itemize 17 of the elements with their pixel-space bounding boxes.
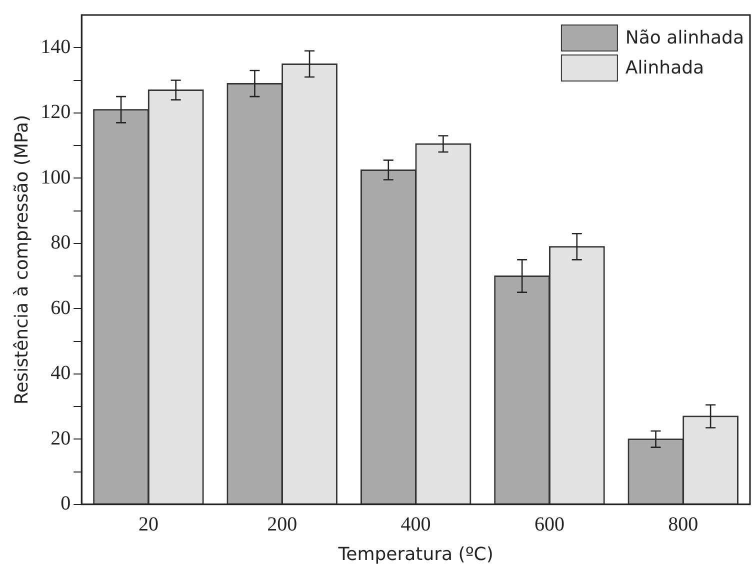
x-tick-label: 800 <box>668 514 698 536</box>
y-tick-label: 80 <box>50 232 71 254</box>
legend-label: Não alinhada <box>625 28 744 49</box>
x-tick-label: 400 <box>400 514 431 536</box>
y-tick-label: 60 <box>50 296 71 319</box>
x-axis-title: Temperatura (ºC) <box>337 544 494 565</box>
y-tick-label: 40 <box>50 362 71 384</box>
x-tick-label: 200 <box>267 514 298 536</box>
x-tick-label: 600 <box>534 514 564 536</box>
legend-label: Alinhada <box>625 58 704 79</box>
y-tick-label: 0 <box>60 492 71 515</box>
y-tick-label: 120 <box>40 101 71 124</box>
y-axis-title: Resistência à compressão (MPa) <box>11 114 32 404</box>
y-tick-label: 100 <box>40 166 71 188</box>
y-tick-label: 140 <box>40 36 71 58</box>
x-tick-label: 20 <box>138 514 158 536</box>
y-tick-label: 20 <box>50 427 71 450</box>
